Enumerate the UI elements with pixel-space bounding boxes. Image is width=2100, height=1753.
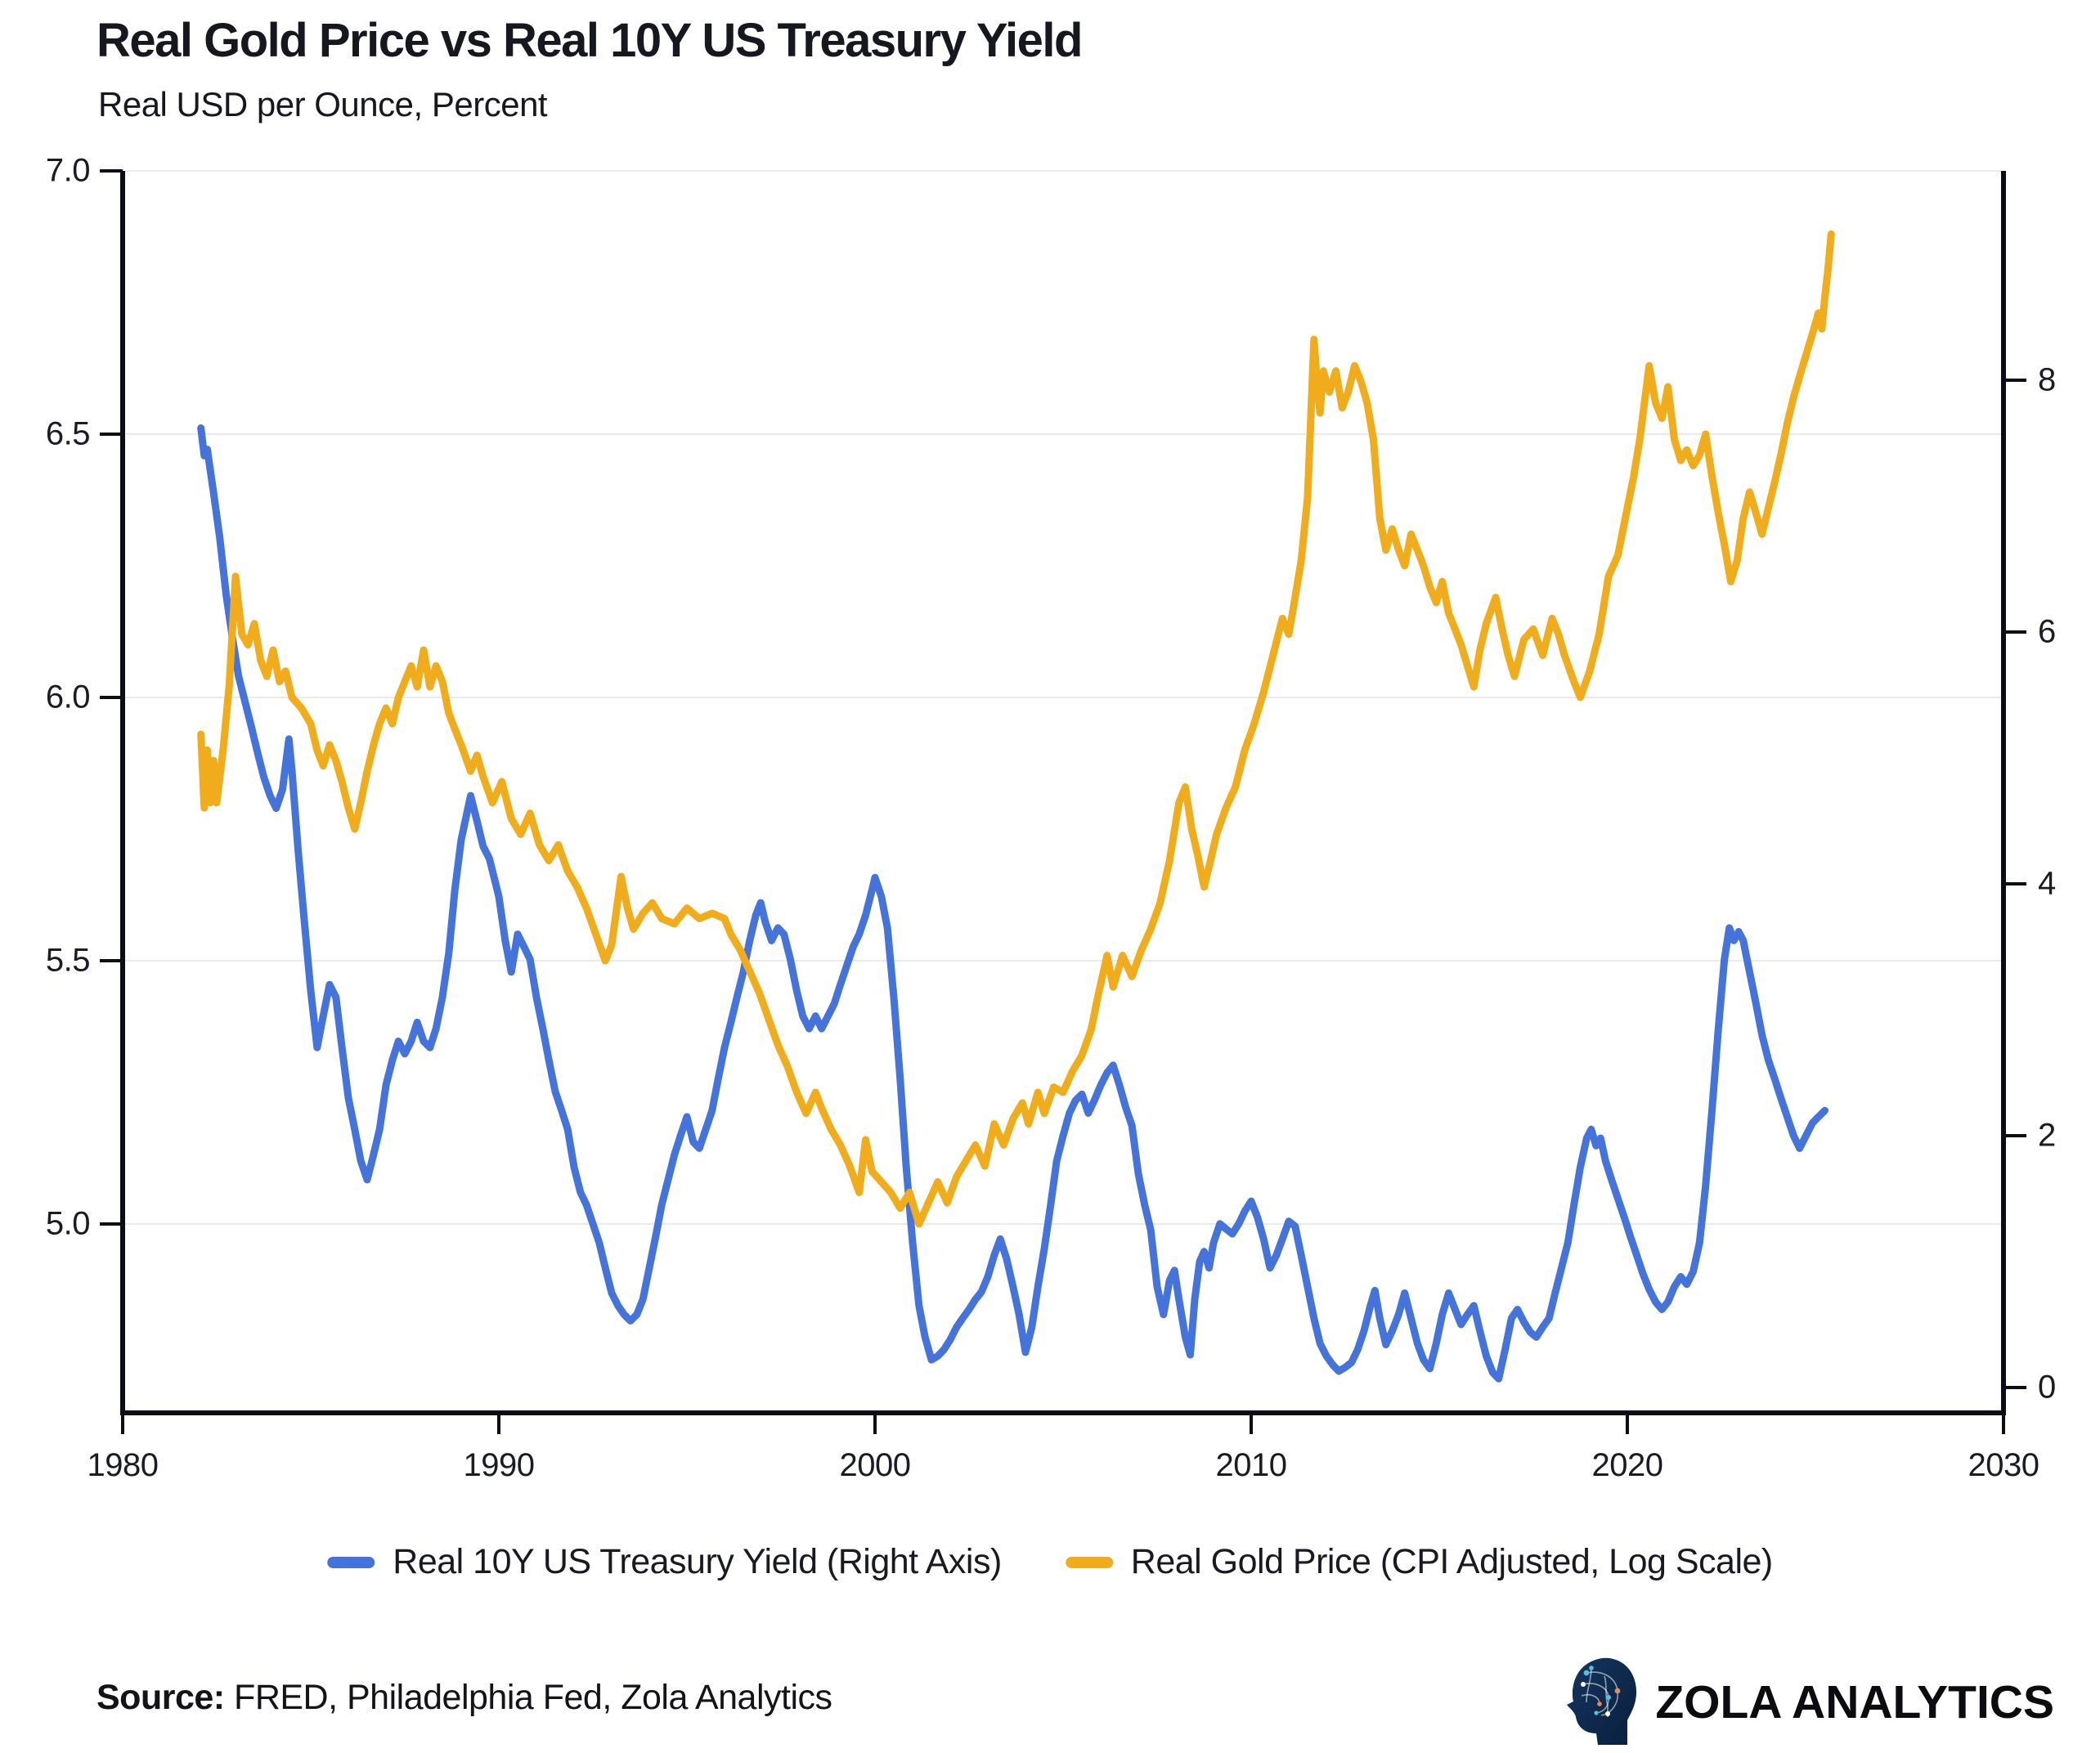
source-text: FRED, Philadelphia Fed, Zola Analytics [224, 1678, 832, 1717]
legend-item-yield: Real 10Y US Treasury Yield (Right Axis) [327, 1542, 1002, 1582]
gridlines-group [125, 170, 2001, 1225]
source-prefix: Source: [96, 1678, 225, 1717]
right-axis-tick-label: 2 [2038, 1117, 2056, 1154]
gold-legend-swatch [1065, 1556, 1113, 1568]
brand-name: ZOLA ANALYTICS [1655, 1676, 2054, 1728]
x-axis-tick-label: 2030 [1968, 1447, 2039, 1483]
yield-legend-swatch [327, 1556, 375, 1568]
left-axis-tick-label: 5.0 [45, 1205, 91, 1242]
right-axis-tick-label: 6 [2038, 613, 2056, 650]
yield-line-series [197, 424, 1829, 1383]
right-axis-tick-label: 0 [2038, 1369, 2056, 1406]
left-axis-tick-label: 6.5 [45, 415, 91, 452]
right-axis-tick-label: 4 [2038, 865, 2056, 902]
axes-group [120, 171, 2006, 1415]
source-note: Source: FRED, Philadelphia Fed, Zola Ana… [96, 1678, 832, 1718]
legend-item-gold: Real Gold Price (CPI Adjusted, Log Scale… [1065, 1542, 1773, 1582]
x-axis-tick-label: 2020 [1591, 1447, 1663, 1483]
left-axis-tick-label: 7.0 [45, 152, 91, 189]
brand-logo: ZOLA ANALYTICS [1562, 1657, 2054, 1748]
x-axis-tick-label: 2000 [839, 1447, 911, 1483]
gold-line-series [197, 230, 1835, 1228]
brand-head-icon [1567, 1657, 1637, 1745]
x-axis-tick-label: 1990 [463, 1447, 535, 1483]
page-title: Real Gold Price vs Real 10Y US Treasury … [96, 14, 1083, 67]
x-axis-tick-label: 1980 [87, 1447, 159, 1483]
yield-legend-label: Real 10Y US Treasury Yield (Right Axis) [393, 1542, 1002, 1581]
tick-marks-group [100, 169, 2026, 1434]
chart-legend: Real 10Y US Treasury Yield (Right Axis) … [327, 1542, 1773, 1582]
left-axis-tick-label: 6.0 [45, 679, 91, 715]
x-axis-tick-label: 2010 [1215, 1447, 1287, 1483]
left-axis-tick-label: 5.5 [45, 942, 91, 979]
gold-legend-label: Real Gold Price (CPI Adjusted, Log Scale… [1130, 1542, 1773, 1581]
page-subtitle: Real USD per Ounce, Percent [98, 85, 548, 123]
right-axis-tick-label: 8 [2038, 361, 2056, 398]
